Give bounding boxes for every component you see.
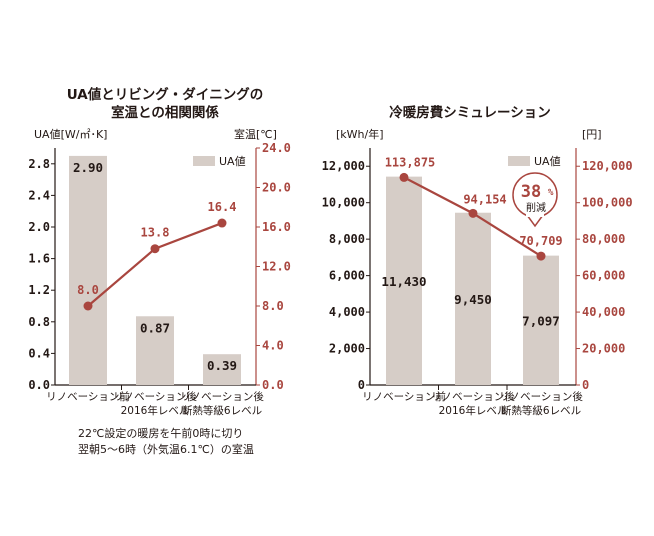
chart2-right-tick-label: 100,000 xyxy=(582,196,633,210)
chart2-left-tick-label: 12,000 xyxy=(322,159,365,173)
chart2-category-label: リノベーション後 xyxy=(499,390,583,403)
chart1-left-tick-label: 0.8 xyxy=(28,315,50,329)
chart2-right-tick-label: 0 xyxy=(582,378,589,392)
chart2-line-point xyxy=(468,208,478,218)
chart1-line-label: 8.0 xyxy=(77,283,99,297)
chart1-bar xyxy=(136,316,174,385)
chart2-bar-label: 7,097 xyxy=(522,313,560,328)
chart1-line-point xyxy=(83,301,93,311)
chart2-line-label: 94,154 xyxy=(463,192,506,206)
chart2-right-tick-label: 60,000 xyxy=(582,269,625,283)
chart1-line-label: 16.4 xyxy=(208,200,237,214)
reduction-badge-value: 38 xyxy=(521,182,541,202)
chart2-bar xyxy=(523,255,559,385)
chart2-left-tick-label: 8,000 xyxy=(329,232,365,246)
chart1-category-sublabel: 2016年レベル xyxy=(121,404,190,417)
chart2-line-point xyxy=(536,251,546,261)
chart1-line-point xyxy=(217,218,227,228)
chart2-bar xyxy=(386,176,422,385)
chart2-line-point xyxy=(399,172,409,182)
chart2-left-tick-label: 2,000 xyxy=(329,342,365,356)
chart2-legend-label: UA値 xyxy=(534,155,561,168)
chart2-category-label: リノベーション前 xyxy=(362,390,446,403)
chart1-category-sublabel: 断熱等級6レベル xyxy=(182,404,262,417)
chart2-category-label: リノベーション後 xyxy=(431,390,515,403)
chart2-right-tick-label: 40,000 xyxy=(582,305,625,319)
chart2-legend-swatch xyxy=(508,156,530,166)
chart2-category-sublabel: 2016年レベル xyxy=(439,404,508,417)
chart2-line-label: 113,875 xyxy=(385,155,436,169)
chart1-note: 22℃設定の暖房を午前0時に切り 翌朝5～6時（外気温6.1℃）の室温 xyxy=(78,426,254,458)
chart1-right-tick-label: 8.0 xyxy=(262,299,284,313)
reduction-badge-unit: % xyxy=(548,188,554,198)
chart2-left-tick-label: 10,000 xyxy=(322,196,365,210)
chart2-left-tick-label: 6,000 xyxy=(329,269,365,283)
chart1-bar-label: 2.90 xyxy=(73,160,103,175)
chart1-right-axis-label: 室温[℃] xyxy=(234,128,277,141)
chart1-category-label: リノベーション後 xyxy=(113,390,197,403)
chart1-right-tick-label: 16.0 xyxy=(262,220,291,234)
chart2-title: 冷暖房費シミュレーション xyxy=(389,105,551,121)
chart1-title: UA値とリビング・ダイニングの 室温との相関関係 xyxy=(40,86,290,122)
chart1-left-tick-label: 1.2 xyxy=(28,283,50,297)
chart1-left-tick-label: 0.0 xyxy=(28,378,50,392)
chart1-left-tick-label: 1.6 xyxy=(28,252,50,266)
chart2-line-label: 70,709 xyxy=(519,234,562,248)
chart1-line-point xyxy=(150,244,160,254)
chart1-bar-label: 0.87 xyxy=(140,320,170,335)
chart1-left-tick-label: 2.4 xyxy=(28,188,50,202)
chart1-legend-label: UA値 xyxy=(219,155,246,168)
chart1-left-axis-label: UA値[W/㎡･K] xyxy=(34,128,108,141)
reduction-badge-text: 削減 xyxy=(526,201,546,214)
chart2-bar xyxy=(455,212,491,385)
chart1-legend-swatch xyxy=(193,156,215,166)
chart1-title-line2: 室温との相関関係 xyxy=(111,105,219,121)
chart2-bar-label: 11,430 xyxy=(381,274,426,289)
chart2-right-tick-label: 20,000 xyxy=(582,342,625,356)
chart1-right-tick-label: 20.0 xyxy=(262,181,291,195)
chart1-note-line2: 翌朝5～6時（外気温6.1℃）の室温 xyxy=(78,443,254,456)
chart1-right-tick-label: 12.0 xyxy=(262,260,291,274)
chart1-category-label: リノベーション前 xyxy=(46,390,130,403)
chart2-left-tick-label: 0 xyxy=(358,378,365,392)
chart1-left-tick-label: 2.8 xyxy=(28,157,50,171)
chart1-bar xyxy=(203,354,241,385)
chart1-right-tick-label: 4.0 xyxy=(262,339,284,353)
chart1-bar xyxy=(69,155,107,385)
chart2-left-axis-label: [kWh/年] xyxy=(336,128,384,141)
chart1-left-tick-label: 2.0 xyxy=(28,220,50,234)
chart2-right-tick-label: 120,000 xyxy=(582,159,633,173)
chart2-category-sublabel: 断熱等級6レベル xyxy=(501,404,581,417)
chart2-left-tick-label: 4,000 xyxy=(329,305,365,319)
chart1-bar-label: 0.39 xyxy=(207,358,237,373)
chart1-right-tick-label: 0.0 xyxy=(262,378,284,392)
chart1-category-label: リノベーション後 xyxy=(180,390,264,403)
chart1-title-line1: UA値とリビング・ダイニングの xyxy=(66,87,264,103)
chart1-note-line1: 22℃設定の暖房を午前0時に切り xyxy=(78,427,244,440)
chart1-line-label: 13.8 xyxy=(141,226,170,240)
chart1-left-tick-label: 0.4 xyxy=(28,346,50,360)
chart1-right-tick-label: 24.0 xyxy=(262,141,291,155)
reduction-badge-pointer xyxy=(526,214,544,228)
chart2-bar-label: 9,450 xyxy=(454,292,492,307)
chart2-right-axis-label: [円] xyxy=(582,128,602,141)
reduction-badge-pointer-mask xyxy=(526,212,544,217)
chart2-right-tick-label: 80,000 xyxy=(582,232,625,246)
